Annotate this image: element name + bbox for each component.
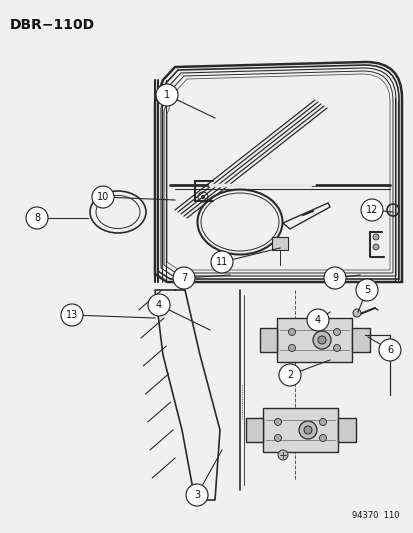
Polygon shape [259, 328, 276, 352]
Polygon shape [337, 418, 355, 442]
Circle shape [311, 310, 321, 320]
Circle shape [319, 418, 326, 425]
Circle shape [333, 328, 339, 335]
Circle shape [372, 244, 378, 250]
Circle shape [185, 484, 207, 506]
Circle shape [156, 84, 178, 106]
Text: DBR−110D: DBR−110D [10, 18, 95, 32]
Polygon shape [276, 318, 351, 362]
Circle shape [319, 434, 326, 441]
Text: 2: 2 [286, 370, 292, 380]
Circle shape [173, 267, 195, 289]
Circle shape [333, 344, 339, 351]
Polygon shape [262, 408, 337, 452]
Text: 7: 7 [180, 273, 187, 283]
Circle shape [360, 199, 382, 221]
Circle shape [323, 267, 345, 289]
Circle shape [306, 309, 328, 331]
Text: 8: 8 [34, 213, 40, 223]
Polygon shape [245, 418, 262, 442]
Circle shape [317, 336, 325, 344]
Circle shape [92, 186, 114, 208]
Circle shape [352, 309, 360, 317]
Text: 9: 9 [331, 273, 337, 283]
Circle shape [298, 421, 316, 439]
Circle shape [288, 328, 295, 335]
Text: 12: 12 [365, 205, 377, 215]
Circle shape [372, 234, 378, 240]
Text: 94370  110: 94370 110 [351, 511, 399, 520]
Bar [271, 237, 287, 250]
Circle shape [378, 339, 400, 361]
Circle shape [277, 450, 287, 460]
Text: 4: 4 [314, 315, 320, 325]
Text: 4: 4 [156, 300, 161, 310]
Circle shape [61, 304, 83, 326]
Text: 13: 13 [66, 310, 78, 320]
Circle shape [312, 331, 330, 349]
Circle shape [274, 418, 281, 425]
Circle shape [147, 294, 170, 316]
Text: 1: 1 [164, 90, 170, 100]
Circle shape [303, 426, 311, 434]
Polygon shape [351, 328, 369, 352]
Circle shape [274, 434, 281, 441]
Text: 5: 5 [363, 285, 369, 295]
Circle shape [26, 207, 48, 229]
Circle shape [288, 344, 295, 351]
Circle shape [201, 195, 204, 199]
Circle shape [355, 279, 377, 301]
Text: 3: 3 [193, 490, 199, 500]
Circle shape [284, 370, 294, 380]
Text: 11: 11 [215, 257, 228, 267]
Text: 10: 10 [97, 192, 109, 202]
Circle shape [211, 251, 233, 273]
Text: 6: 6 [386, 345, 392, 355]
Circle shape [278, 364, 300, 386]
